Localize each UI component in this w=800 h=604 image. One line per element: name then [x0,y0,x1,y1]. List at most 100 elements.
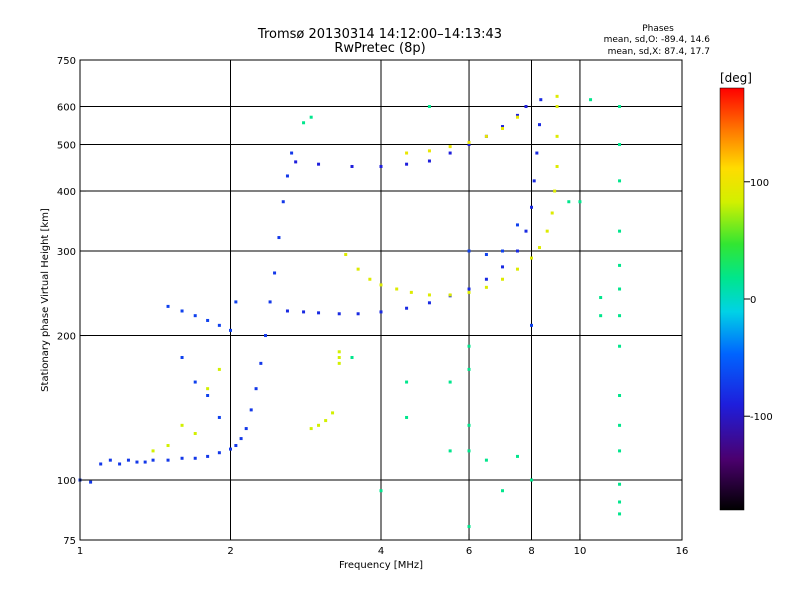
point-6-10 [217,367,221,371]
y-tick-label-300: 300 [57,247,76,258]
point-3-11 [467,249,471,253]
point-7-19 [530,478,533,482]
point-2-11 [524,105,528,109]
point-7-1 [618,143,622,147]
point-1-13 [524,229,528,233]
point-7-36 [467,344,471,348]
point-5-0 [405,151,409,155]
point-4-2 [368,277,372,281]
series-7 [302,98,622,529]
point-4-9 [484,285,488,289]
point-0-4 [118,462,122,466]
point-4-8 [467,290,471,294]
point-7-27 [448,449,452,453]
x-tick-label-8: 8 [528,546,534,557]
point-6-9 [206,387,210,391]
point-1-5 [379,310,383,314]
colorbar [719,87,745,511]
point-2-3 [379,164,383,168]
point-1-1 [302,310,306,314]
series-2 [294,105,528,168]
point-6-6 [337,361,341,365]
point-4-10 [501,277,505,281]
point-7-31 [427,105,431,109]
y-tick-label-200: 200 [57,332,76,343]
point-5-1 [427,149,431,153]
point-1-15 [532,179,536,183]
stats-line-x: mean, sd,X: 87.4, 17.7 [608,47,710,57]
point-3-10 [217,415,221,419]
point-0-16 [239,437,243,441]
point-0-19 [254,387,258,391]
point-5-2 [448,145,452,149]
point-2-6 [448,151,452,155]
point-3-14 [515,223,519,227]
point-1-10 [484,277,488,281]
stats-header: Phases [642,24,674,34]
point-4-1 [356,267,360,271]
point-0-25 [281,200,285,204]
point-2-7 [467,143,471,147]
point-6-2 [324,419,328,423]
point-0-23 [273,271,277,275]
point-3-1 [180,309,184,313]
point-7-6 [618,314,622,318]
point-2-0 [294,160,298,164]
point-1-9 [467,287,471,291]
point-1-7 [427,301,431,305]
point-7-26 [448,380,452,384]
point-7-2 [618,179,622,183]
point-5-4 [484,134,488,138]
point-0-17 [244,427,248,431]
point-1-18 [539,98,543,102]
point-7-15 [599,314,603,318]
point-0-6 [135,460,139,464]
point-4-14 [545,229,549,233]
point-7-29 [405,415,409,419]
x-tick-label-2: 2 [227,546,233,557]
point-0-10 [180,456,184,460]
point-0-2 [99,462,103,466]
point-1-2 [317,311,321,315]
point-0-5 [126,458,130,462]
point-2-10 [515,113,519,117]
point-4-15 [550,211,554,215]
point-7-10 [618,449,622,453]
point-3-6 [234,300,238,304]
point-3-12 [484,253,488,257]
point-0-27 [290,151,294,155]
point-7-7 [618,344,622,348]
colorbar-tick-label--100: -100 [750,412,773,423]
colorbar-tick-label-100: 100 [750,178,769,189]
point-7-33 [302,121,306,125]
point-0-7 [143,460,147,464]
point-6-0 [309,427,313,431]
point-4-0 [344,253,348,257]
point-7-20 [515,454,519,458]
point-2-1 [317,162,321,166]
point-7-4 [618,263,622,267]
point-4-7 [448,293,452,297]
x-axis-label: Frequency [MHz] [339,560,423,571]
colorbar-ticks: 100 0 -100 [744,178,773,423]
y-tick-label-400: 400 [57,187,76,198]
point-5-3 [467,140,471,144]
x-tick-label-16: 16 [676,546,689,557]
point-0-20 [259,361,263,365]
series-6 [151,350,341,453]
series-5 [405,115,519,155]
point-3-8 [193,380,197,384]
point-1-16 [535,151,539,155]
point-0-13 [217,451,221,455]
point-4-5 [409,290,413,294]
point-0-9 [166,458,170,462]
point-3-2 [193,314,197,318]
series-1 [285,98,543,316]
point-3-7 [180,355,184,359]
point-1-6 [405,306,409,310]
point-7-11 [618,482,622,486]
point-5-6 [515,115,519,119]
point-4-4 [395,287,399,291]
y-axis-label: Stationary phase Virtual Height [km] [40,208,51,392]
